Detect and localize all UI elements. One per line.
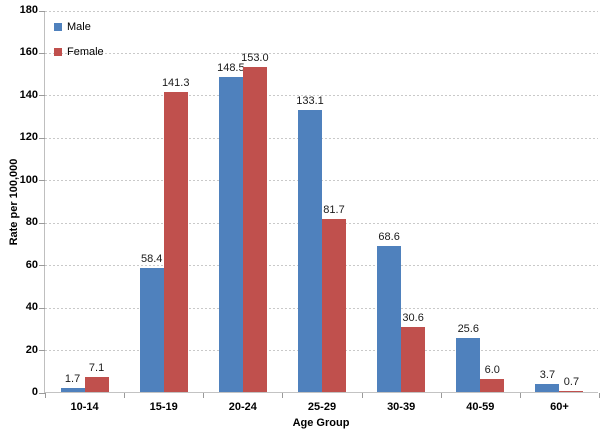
data-label-female-25-29: 81.7 bbox=[323, 203, 345, 216]
data-label-male-20-24: 148.5 bbox=[217, 61, 245, 74]
x-tick-mark-5 bbox=[440, 393, 442, 398]
gridline-140 bbox=[45, 95, 598, 97]
data-label-female-10-14: 7.1 bbox=[88, 361, 105, 374]
y-tick-mark-120 bbox=[39, 137, 45, 139]
bar-male-20-24 bbox=[218, 76, 243, 392]
category-label-20-24: 20-24 bbox=[228, 401, 257, 413]
y-tick-mark-20 bbox=[39, 350, 45, 352]
bar-male-60+ bbox=[535, 384, 560, 392]
y-tick-mark-40 bbox=[39, 307, 45, 309]
data-label-female-20-24: 153.0 bbox=[241, 52, 269, 65]
bar-female-40-59 bbox=[480, 379, 505, 392]
bar-male-15-19 bbox=[139, 268, 164, 392]
category-label-60+: 60+ bbox=[550, 401, 569, 413]
y-tick-label-140: 140 bbox=[19, 88, 38, 101]
bar-female-30-39 bbox=[401, 327, 426, 392]
data-label-female-15-19: 141.3 bbox=[161, 77, 190, 90]
y-tick-label-0: 0 bbox=[31, 386, 38, 398]
bar-female-25-29 bbox=[322, 218, 346, 392]
bar-female-20-24 bbox=[242, 67, 267, 392]
x-tick-mark-1 bbox=[123, 393, 125, 398]
legend-label-male: Male bbox=[67, 21, 91, 33]
data-label-female-30-39: 30.6 bbox=[402, 312, 424, 325]
category-label-30-39: 30-39 bbox=[387, 401, 416, 413]
y-tick-mark-80 bbox=[39, 222, 45, 224]
data-label-male-10-14: 1.7 bbox=[64, 373, 81, 386]
gridline-180 bbox=[45, 10, 598, 12]
data-label-male-60+: 3.7 bbox=[539, 369, 556, 382]
plot-area: 0 20 40 60 80 100 120 140 160 180 1.7 7.1 10-14 58.4 1… bbox=[20, 4, 600, 413]
category-label-25-29: 25-29 bbox=[307, 401, 337, 413]
x-tick-mark-0 bbox=[44, 393, 46, 398]
category-label-10-14: 10-14 bbox=[70, 401, 99, 413]
bar-female-15-19 bbox=[163, 92, 188, 392]
x-tick-mark-2 bbox=[202, 393, 204, 398]
bar-male-10-14 bbox=[60, 388, 85, 392]
y-tick-mark-0 bbox=[39, 392, 45, 394]
bar-male-25-29 bbox=[298, 109, 322, 392]
data-label-male-40-59: 25.6 bbox=[457, 322, 479, 335]
y-tick-label-160: 160 bbox=[19, 46, 38, 59]
data-label-male-30-39: 68.6 bbox=[378, 231, 400, 244]
bar-male-30-39 bbox=[377, 246, 402, 392]
y-tick-label-80: 80 bbox=[25, 216, 38, 229]
y-tick-mark-100 bbox=[39, 180, 45, 182]
legend-item-male: Male bbox=[54, 19, 104, 35]
x-tick-mark-4 bbox=[361, 393, 363, 398]
x-tick-mark-7 bbox=[598, 393, 600, 398]
x-tick-mark-3 bbox=[281, 393, 283, 398]
legend: Male Female bbox=[54, 19, 104, 69]
legend-item-female: Female bbox=[54, 44, 104, 60]
y-tick-mark-60 bbox=[39, 265, 45, 267]
y-tick-label-180: 180 bbox=[19, 4, 38, 16]
data-label-male-15-19: 58.4 bbox=[140, 253, 163, 266]
y-tick-label-40: 40 bbox=[25, 301, 38, 314]
y-tick-label-120: 120 bbox=[19, 131, 38, 144]
y-tick-mark-140 bbox=[39, 95, 45, 97]
category-label-40-59: 40-59 bbox=[466, 401, 495, 413]
bar-female-10-14 bbox=[84, 376, 109, 392]
gridline-160 bbox=[45, 52, 598, 54]
data-label-female-60+: 0.7 bbox=[563, 375, 580, 388]
y-tick-label-100: 100 bbox=[19, 173, 38, 186]
legend-swatch-male-icon bbox=[54, 23, 62, 31]
category-label-15-19: 15-19 bbox=[149, 401, 178, 413]
legend-label-female: Female bbox=[67, 46, 104, 58]
x-tick-mark-6 bbox=[519, 393, 521, 398]
bar-male-40-59 bbox=[456, 337, 481, 392]
y-tick-label-20: 20 bbox=[25, 343, 38, 356]
y-tick-mark-160 bbox=[39, 52, 45, 54]
legend-swatch-female-icon bbox=[54, 48, 62, 56]
x-axis-title: Age Group bbox=[292, 417, 350, 429]
y-tick-label-60: 60 bbox=[25, 258, 38, 271]
y-tick-mark-180 bbox=[39, 10, 45, 12]
y-axis-title: Rate per 100,000 bbox=[8, 158, 20, 246]
bar-female-60+ bbox=[559, 390, 584, 392]
data-label-male-25-29: 133.1 bbox=[296, 94, 324, 107]
data-label-female-40-59: 6.0 bbox=[484, 364, 500, 377]
